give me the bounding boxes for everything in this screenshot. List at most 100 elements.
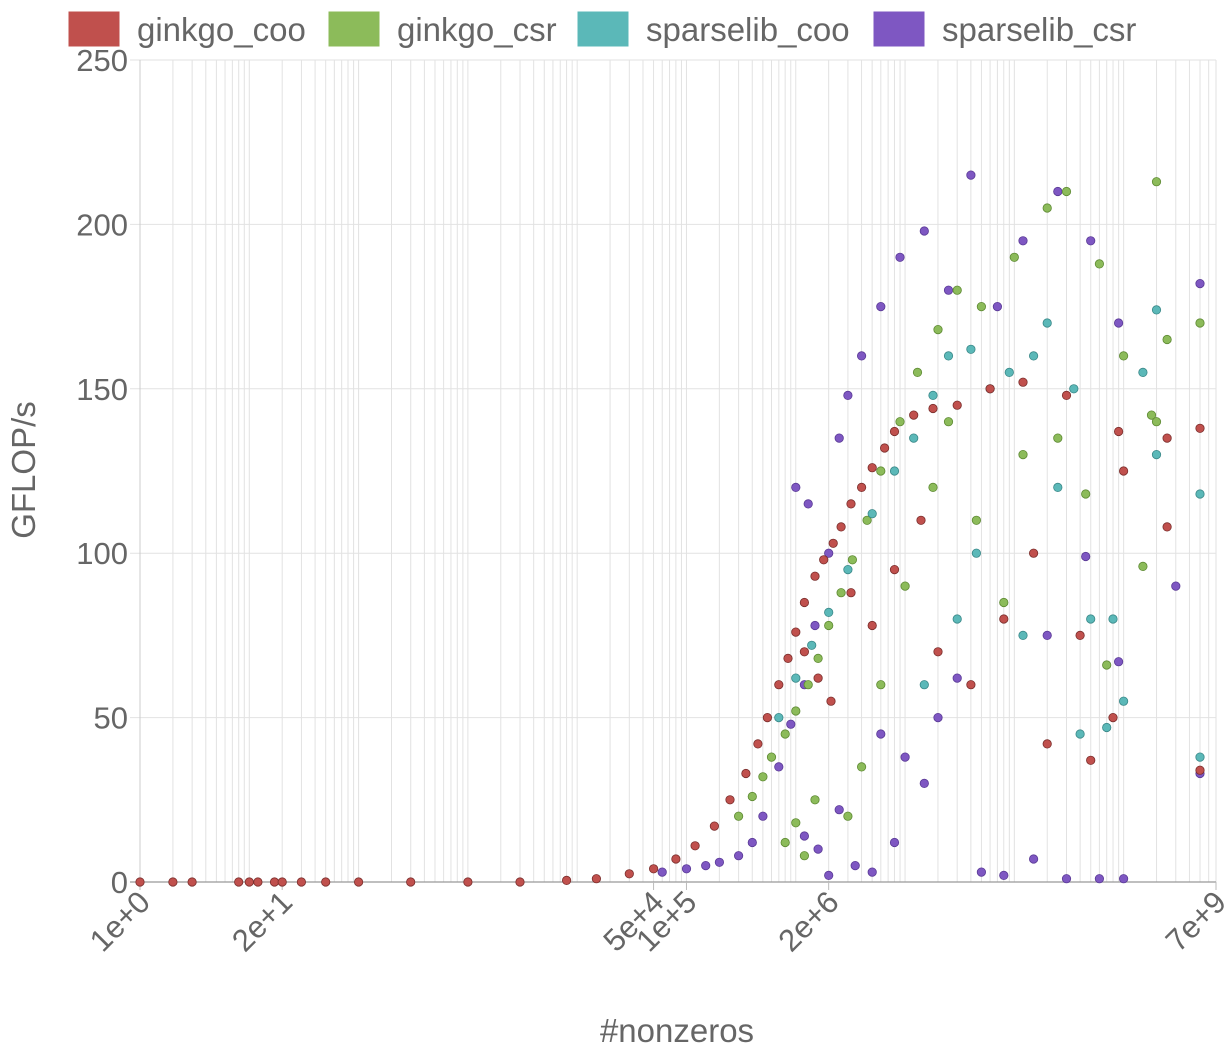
point-sparselib_csr (976, 867, 987, 877)
point-ginkgo_coo (813, 673, 823, 683)
point-ginkgo_csr (766, 752, 777, 762)
point-sparselib_coo (971, 548, 982, 558)
point-sparselib_coo (1004, 367, 1014, 377)
point-sparselib_coo (1151, 305, 1162, 315)
point-ginkgo_coo (791, 627, 801, 637)
point-sparselib_coo (1151, 449, 1162, 460)
point-ginkgo_coo (933, 647, 943, 657)
point-sparselib_csr (1018, 236, 1028, 246)
point-ginkgo_coo (168, 877, 178, 887)
legend-swatch (872, 10, 926, 48)
point-sparselib_csr (999, 870, 1009, 881)
legend-item-sparselib_csr[interactable]: sparselib_csr (872, 10, 1136, 48)
point-sparselib_csr (803, 499, 813, 509)
point-sparselib_coo (1102, 722, 1112, 733)
point-sparselib_csr (657, 867, 667, 877)
legend-item-sparselib_coo[interactable]: sparselib_coo (576, 10, 850, 48)
point-sparselib_csr (895, 252, 905, 262)
point-sparselib_coo (909, 433, 919, 443)
point-ginkgo_coo (846, 588, 856, 598)
point-ginkgo_coo (836, 522, 846, 532)
point-ginkgo_csr (847, 555, 858, 565)
point-sparselib_csr (952, 673, 962, 683)
point-ginkgo_csr (813, 653, 823, 664)
point-ginkgo_coo (234, 877, 244, 887)
point-ginkgo_coo (1086, 755, 1096, 765)
point-sparselib_coo (1075, 729, 1085, 739)
point-ginkgo_coo (889, 564, 900, 575)
point-sparselib_coo (928, 390, 938, 400)
point-ginkgo_coo (648, 864, 659, 874)
point-ginkgo_csr (843, 811, 853, 821)
point-ginkgo_coo (277, 877, 287, 887)
point-sparselib_csr (1114, 657, 1124, 667)
point-sparselib_csr (867, 867, 877, 877)
point-ginkgo_coo (916, 515, 926, 525)
point-sparselib_csr (1029, 854, 1039, 864)
point-ginkgo_coo (828, 538, 838, 548)
point-sparselib_csr (889, 837, 900, 848)
point-sparselib_coo (1108, 614, 1118, 624)
point-ginkgo_csr (1119, 351, 1129, 361)
point-sparselib_csr (1119, 874, 1129, 884)
point-ginkgo_csr (943, 417, 954, 427)
point-ginkgo_csr (803, 680, 813, 690)
point-ginkgo_csr (1151, 177, 1162, 187)
point-ginkgo_coo (515, 877, 525, 887)
point-ginkgo_csr (1195, 318, 1205, 328)
point-ginkgo_coo (879, 443, 890, 453)
point-sparselib_csr (1081, 551, 1091, 562)
point-sparselib_csr (824, 548, 834, 558)
point-sparselib_coo (1053, 482, 1063, 492)
legend-item-ginkgo_coo[interactable]: ginkgo_coo (67, 10, 306, 48)
point-ginkgo_csr (900, 581, 910, 591)
point-ginkgo_coo (774, 680, 784, 690)
point-sparselib_csr (843, 390, 853, 400)
point-sparselib_csr (919, 778, 929, 789)
legend-swatch (327, 10, 381, 48)
point-ginkgo_coo (966, 680, 976, 690)
legend-item-ginkgo_csr[interactable]: ginkgo_csr (327, 10, 557, 48)
legend-label: ginkgo_csr (397, 11, 557, 48)
legend: ginkgo_coo ginkgo_csr sparselib_coo sparsel… (67, 10, 1136, 48)
point-sparselib_csr (1053, 186, 1063, 197)
point-sparselib_csr (1114, 318, 1124, 328)
point-sparselib_csr (933, 712, 943, 723)
point-ginkgo_coo (135, 877, 145, 887)
point-ginkgo_csr (1102, 660, 1112, 670)
point-ginkgo_csr (799, 851, 810, 861)
point-sparselib_csr (714, 857, 725, 867)
point-sparselib_coo (919, 680, 929, 690)
point-sparselib_csr (1171, 581, 1181, 591)
point-sparselib_csr (1061, 874, 1072, 884)
point-ginkgo_coo (1042, 739, 1052, 749)
x-axis-title: #nonzeros (600, 1012, 754, 1049)
point-ginkgo_coo (1108, 712, 1118, 723)
point-ginkgo_coo (1119, 466, 1129, 476)
point-sparselib_coo (824, 607, 834, 618)
y-axis-title: GFLOP/s (5, 401, 42, 539)
point-sparselib_coo (791, 673, 801, 683)
point-ginkgo_coo (1162, 522, 1172, 532)
point-ginkgo_coo (725, 795, 735, 805)
point-ginkgo_coo (709, 821, 720, 831)
point-ginkgo_csr (1146, 410, 1157, 420)
point-ginkgo_coo (819, 555, 829, 565)
point-sparselib_coo (1029, 351, 1039, 361)
point-ginkgo_coo (591, 874, 602, 884)
point-ginkgo_csr (1138, 561, 1148, 572)
point-ginkgo_coo (1075, 630, 1085, 641)
point-ginkgo_coo (624, 869, 634, 879)
point-sparselib_csr (791, 482, 801, 492)
y-tick-label: 50 (94, 701, 128, 736)
point-ginkgo_csr (1018, 449, 1028, 460)
y-tick-label: 0 (111, 865, 128, 900)
point-ginkgo_csr (733, 811, 744, 821)
point-ginkgo_csr (1162, 334, 1172, 345)
gridlines (130, 59, 1217, 883)
point-ginkgo_coo (867, 620, 877, 631)
point-ginkgo_coo (867, 463, 877, 473)
point-ginkgo_csr (758, 772, 768, 782)
point-sparselib_csr (1094, 874, 1105, 884)
